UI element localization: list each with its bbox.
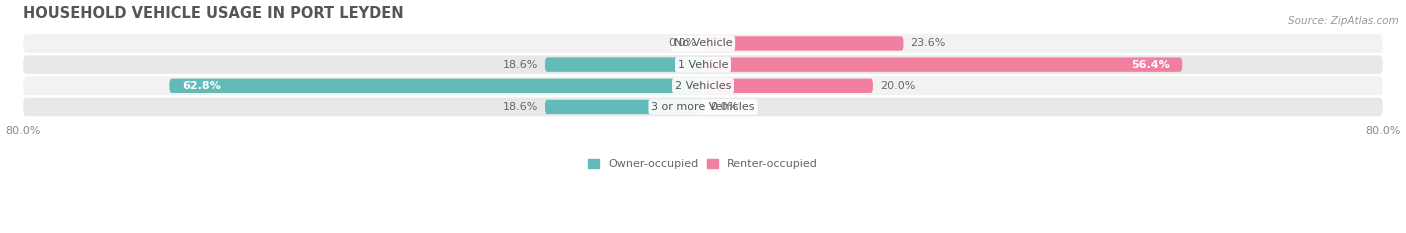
Text: 3 or more Vehicles: 3 or more Vehicles: [651, 102, 755, 112]
Text: 18.6%: 18.6%: [503, 60, 538, 70]
Text: 56.4%: 56.4%: [1130, 60, 1170, 70]
Text: HOUSEHOLD VEHICLE USAGE IN PORT LEYDEN: HOUSEHOLD VEHICLE USAGE IN PORT LEYDEN: [24, 6, 404, 21]
Text: 2 Vehicles: 2 Vehicles: [675, 81, 731, 91]
Text: 18.6%: 18.6%: [503, 102, 538, 112]
FancyBboxPatch shape: [24, 34, 1382, 53]
FancyBboxPatch shape: [703, 58, 1182, 72]
FancyBboxPatch shape: [24, 76, 1382, 95]
FancyBboxPatch shape: [703, 36, 904, 51]
Text: 1 Vehicle: 1 Vehicle: [678, 60, 728, 70]
Legend: Owner-occupied, Renter-occupied: Owner-occupied, Renter-occupied: [583, 155, 823, 174]
FancyBboxPatch shape: [546, 58, 703, 72]
FancyBboxPatch shape: [169, 79, 703, 93]
FancyBboxPatch shape: [24, 98, 1382, 116]
FancyBboxPatch shape: [24, 55, 1382, 74]
Text: Source: ZipAtlas.com: Source: ZipAtlas.com: [1288, 16, 1399, 26]
FancyBboxPatch shape: [703, 79, 873, 93]
Text: 0.0%: 0.0%: [668, 38, 696, 48]
Text: No Vehicle: No Vehicle: [673, 38, 733, 48]
Text: 0.0%: 0.0%: [710, 102, 738, 112]
Text: 23.6%: 23.6%: [910, 38, 946, 48]
Text: 62.8%: 62.8%: [183, 81, 221, 91]
Text: 20.0%: 20.0%: [880, 81, 915, 91]
FancyBboxPatch shape: [546, 100, 703, 114]
